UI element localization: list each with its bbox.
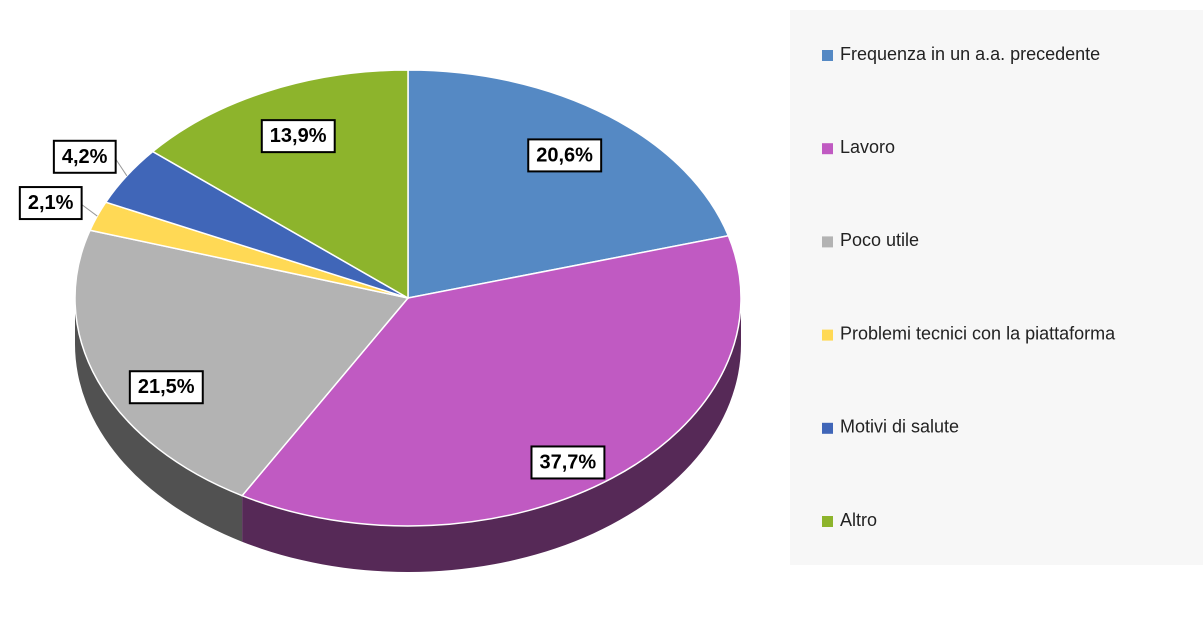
data-label-box xyxy=(260,119,336,154)
legend-label: Lavoro xyxy=(840,137,895,157)
pie-side xyxy=(242,298,741,572)
legend-label: Poco utile xyxy=(840,230,919,250)
legend-swatch xyxy=(822,422,833,434)
leader-line xyxy=(80,203,98,217)
data-label: 37,7% xyxy=(539,451,596,473)
legend-label: Motivi di salute xyxy=(840,417,959,437)
legend-swatch xyxy=(822,236,833,248)
legend-box xyxy=(790,10,1203,565)
data-label: 21,5% xyxy=(138,376,195,398)
legend-swatch xyxy=(822,516,833,527)
data-label: 13,9% xyxy=(270,125,327,147)
data-label-box xyxy=(530,445,606,480)
pie-side xyxy=(74,298,243,542)
pie-slice xyxy=(240,234,742,527)
legend-swatch xyxy=(822,50,833,61)
data-label: 2,1% xyxy=(28,192,74,214)
pie-slice xyxy=(407,69,730,299)
legend-swatch xyxy=(822,329,833,341)
data-label-box xyxy=(527,138,603,173)
legend-label: Frequenza in un a.a. precedente xyxy=(840,44,1100,64)
data-label-box xyxy=(18,186,83,221)
data-label-box xyxy=(128,370,204,405)
legend-swatch xyxy=(822,143,833,155)
legend-label: Problemi tecnici con la piattaforma xyxy=(840,323,1116,343)
data-label-box xyxy=(52,139,117,174)
data-label: 4,2% xyxy=(62,146,108,168)
pie-slice xyxy=(151,69,409,300)
legend-label: Altro xyxy=(840,510,877,530)
data-label: 20,6% xyxy=(536,144,593,166)
pie-slice xyxy=(74,229,410,497)
leader-line xyxy=(114,157,128,177)
